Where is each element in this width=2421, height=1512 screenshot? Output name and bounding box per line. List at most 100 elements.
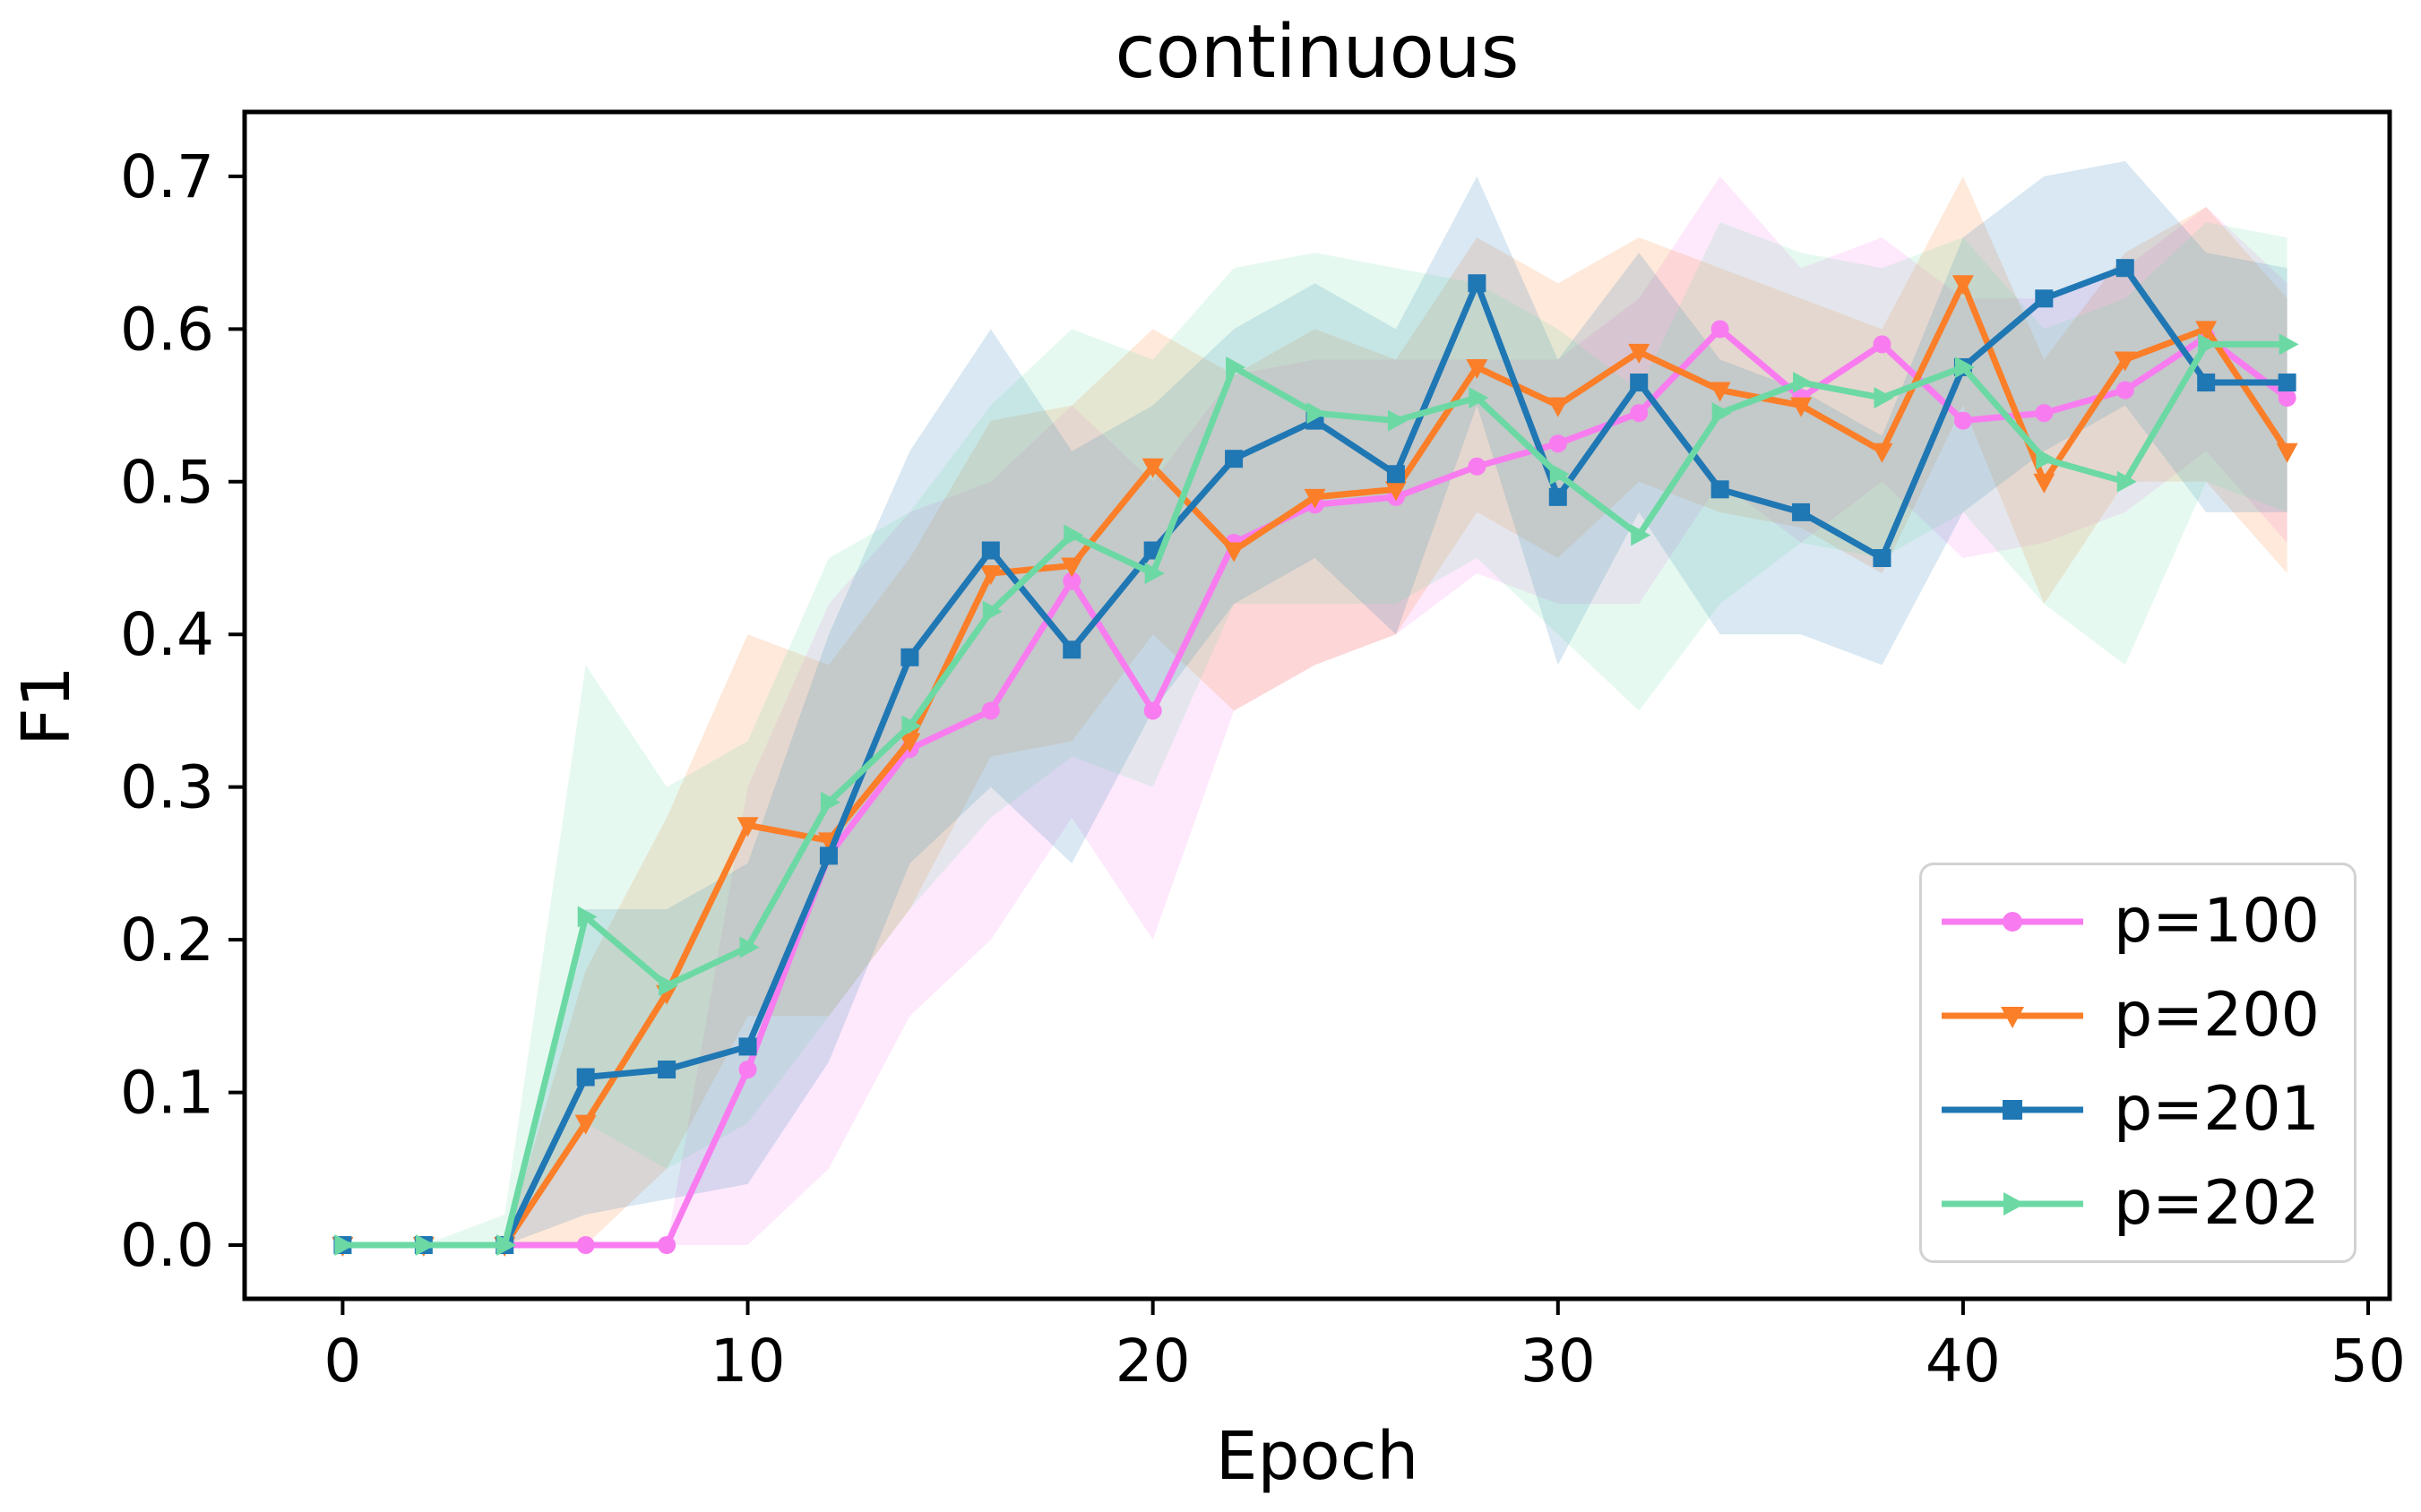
confidence-band-p=202	[342, 222, 2287, 1246]
marker-p=202	[1226, 356, 1246, 378]
marker-p=201	[738, 1037, 757, 1056]
marker-p=201	[981, 541, 1000, 560]
marker-p=201	[819, 846, 838, 865]
marker-p=202	[739, 936, 760, 958]
y-tick-label: 0.2	[120, 906, 214, 975]
marker-p=200	[1628, 343, 1650, 364]
marker-p=202	[1631, 524, 1651, 546]
legend-label-p202: p=202	[2114, 1168, 2320, 1240]
marker-p=201	[576, 1068, 595, 1087]
legend-marker-icon	[2003, 1100, 2022, 1121]
marker-p=201	[1468, 274, 1486, 293]
series-p=202	[334, 333, 2299, 1257]
marker-p=202	[415, 1234, 435, 1257]
marker-p=202	[2198, 333, 2219, 356]
plot-border	[242, 109, 2392, 1302]
marker-p=200	[979, 565, 1002, 586]
marker-p=201	[1710, 480, 1729, 499]
legend-label-p201: p=201	[2114, 1074, 2320, 1146]
marker-p=100	[2115, 381, 2134, 399]
marker-p=100	[1468, 457, 1486, 476]
marker-p=100	[1873, 335, 1891, 354]
marker-p=200	[1466, 358, 1488, 379]
marker-p=202	[1306, 402, 1327, 425]
marker-p=200	[737, 817, 759, 838]
marker-p=202	[1469, 387, 1489, 409]
legend-entry-p100: p=100	[1936, 885, 2345, 957]
marker-p=100	[1548, 434, 1567, 453]
marker-p=200	[899, 733, 921, 753]
legend-entry-p201: p=201	[1936, 1079, 2345, 1140]
marker-p=100	[738, 1060, 757, 1078]
x-tick-label: 20	[1116, 1327, 1191, 1396]
legend-marker-icon	[2001, 1006, 2024, 1028]
marker-p=100	[1063, 571, 1081, 590]
marker-p=200	[574, 1114, 597, 1135]
y-tick-label: 0.4	[120, 600, 214, 669]
marker-p=202	[1064, 524, 1084, 546]
marker-p=100	[1630, 404, 1649, 423]
marker-p=202	[1793, 372, 1814, 394]
marker-p=100	[658, 1236, 676, 1255]
marker-p=201	[1063, 640, 1081, 659]
x-tick-label: 30	[1521, 1327, 1596, 1396]
marker-p=202	[1874, 387, 1894, 409]
marker-p=202	[2279, 333, 2299, 356]
marker-p=200	[1384, 481, 1407, 502]
confidence-band-p=200	[342, 176, 2287, 1246]
marker-p=200	[2276, 442, 2298, 463]
legend-marker-icon	[2003, 1192, 2025, 1216]
marker-p=201	[1386, 465, 1405, 484]
marker-p=201	[1792, 503, 1811, 521]
marker-p=200	[1951, 275, 1974, 296]
marker-p=200	[1790, 397, 1813, 417]
confidence-band-p=201	[342, 160, 2287, 1246]
marker-p=201	[2035, 289, 2054, 308]
x-tick-label: 40	[1926, 1327, 2001, 1396]
legend-entry-p202: p=202	[1936, 1173, 2345, 1234]
legend-label-p100: p=100	[2114, 885, 2320, 957]
marker-p=202	[1387, 409, 1408, 432]
marker-p=202	[334, 1234, 355, 1257]
marker-p=100	[576, 1236, 595, 1255]
legend-label-p200: p=200	[2114, 979, 2320, 1051]
marker-p=200	[1304, 488, 1326, 509]
y-axis-label: F1	[8, 666, 85, 746]
marker-p=200	[2114, 351, 2136, 372]
marker-p=100	[2035, 404, 2054, 423]
marker-p=202	[659, 975, 679, 997]
marker-p=201	[2115, 259, 2134, 278]
marker-p=201	[900, 648, 919, 666]
marker-p=201	[2278, 374, 2296, 392]
marker-p=202	[2116, 470, 2137, 493]
y-tick-label: 0.6	[120, 295, 214, 364]
marker-p=201	[2197, 374, 2216, 392]
legend-swatch-p201-icon	[1942, 1100, 2083, 1121]
marker-p=100	[2278, 389, 2296, 408]
marker-p=201	[1630, 374, 1649, 392]
marker-p=202	[2036, 448, 2056, 470]
marker-p=202	[901, 715, 922, 737]
marker-p=201	[1548, 487, 1567, 506]
legend-entry-p200: p=200	[1936, 979, 2345, 1051]
y-tick-label: 0.0	[120, 1211, 214, 1280]
legend-swatch-p202-icon	[1942, 1192, 2083, 1216]
legend-swatch-p200-icon	[1942, 1006, 2083, 1028]
marker-p=100	[1710, 320, 1729, 339]
marker-p=200	[1061, 557, 1083, 578]
marker-p=200	[2195, 321, 2218, 341]
marker-p=202	[820, 791, 840, 813]
y-tick-label: 0.7	[120, 142, 214, 211]
confidence-band-p=100	[342, 176, 2287, 1246]
x-axis-label: Epoch	[1215, 1418, 1419, 1495]
legend: p=100 p=200 p=201 p=202	[1919, 863, 2356, 1263]
marker-p=202	[496, 1234, 517, 1257]
chart-title: continuous	[1115, 10, 1520, 95]
marker-p=202	[1144, 563, 1165, 585]
x-tick-label: 0	[323, 1327, 361, 1396]
legend-marker-icon	[2003, 911, 2022, 932]
marker-p=100	[1953, 411, 1972, 430]
marker-p=100	[1143, 701, 1162, 720]
